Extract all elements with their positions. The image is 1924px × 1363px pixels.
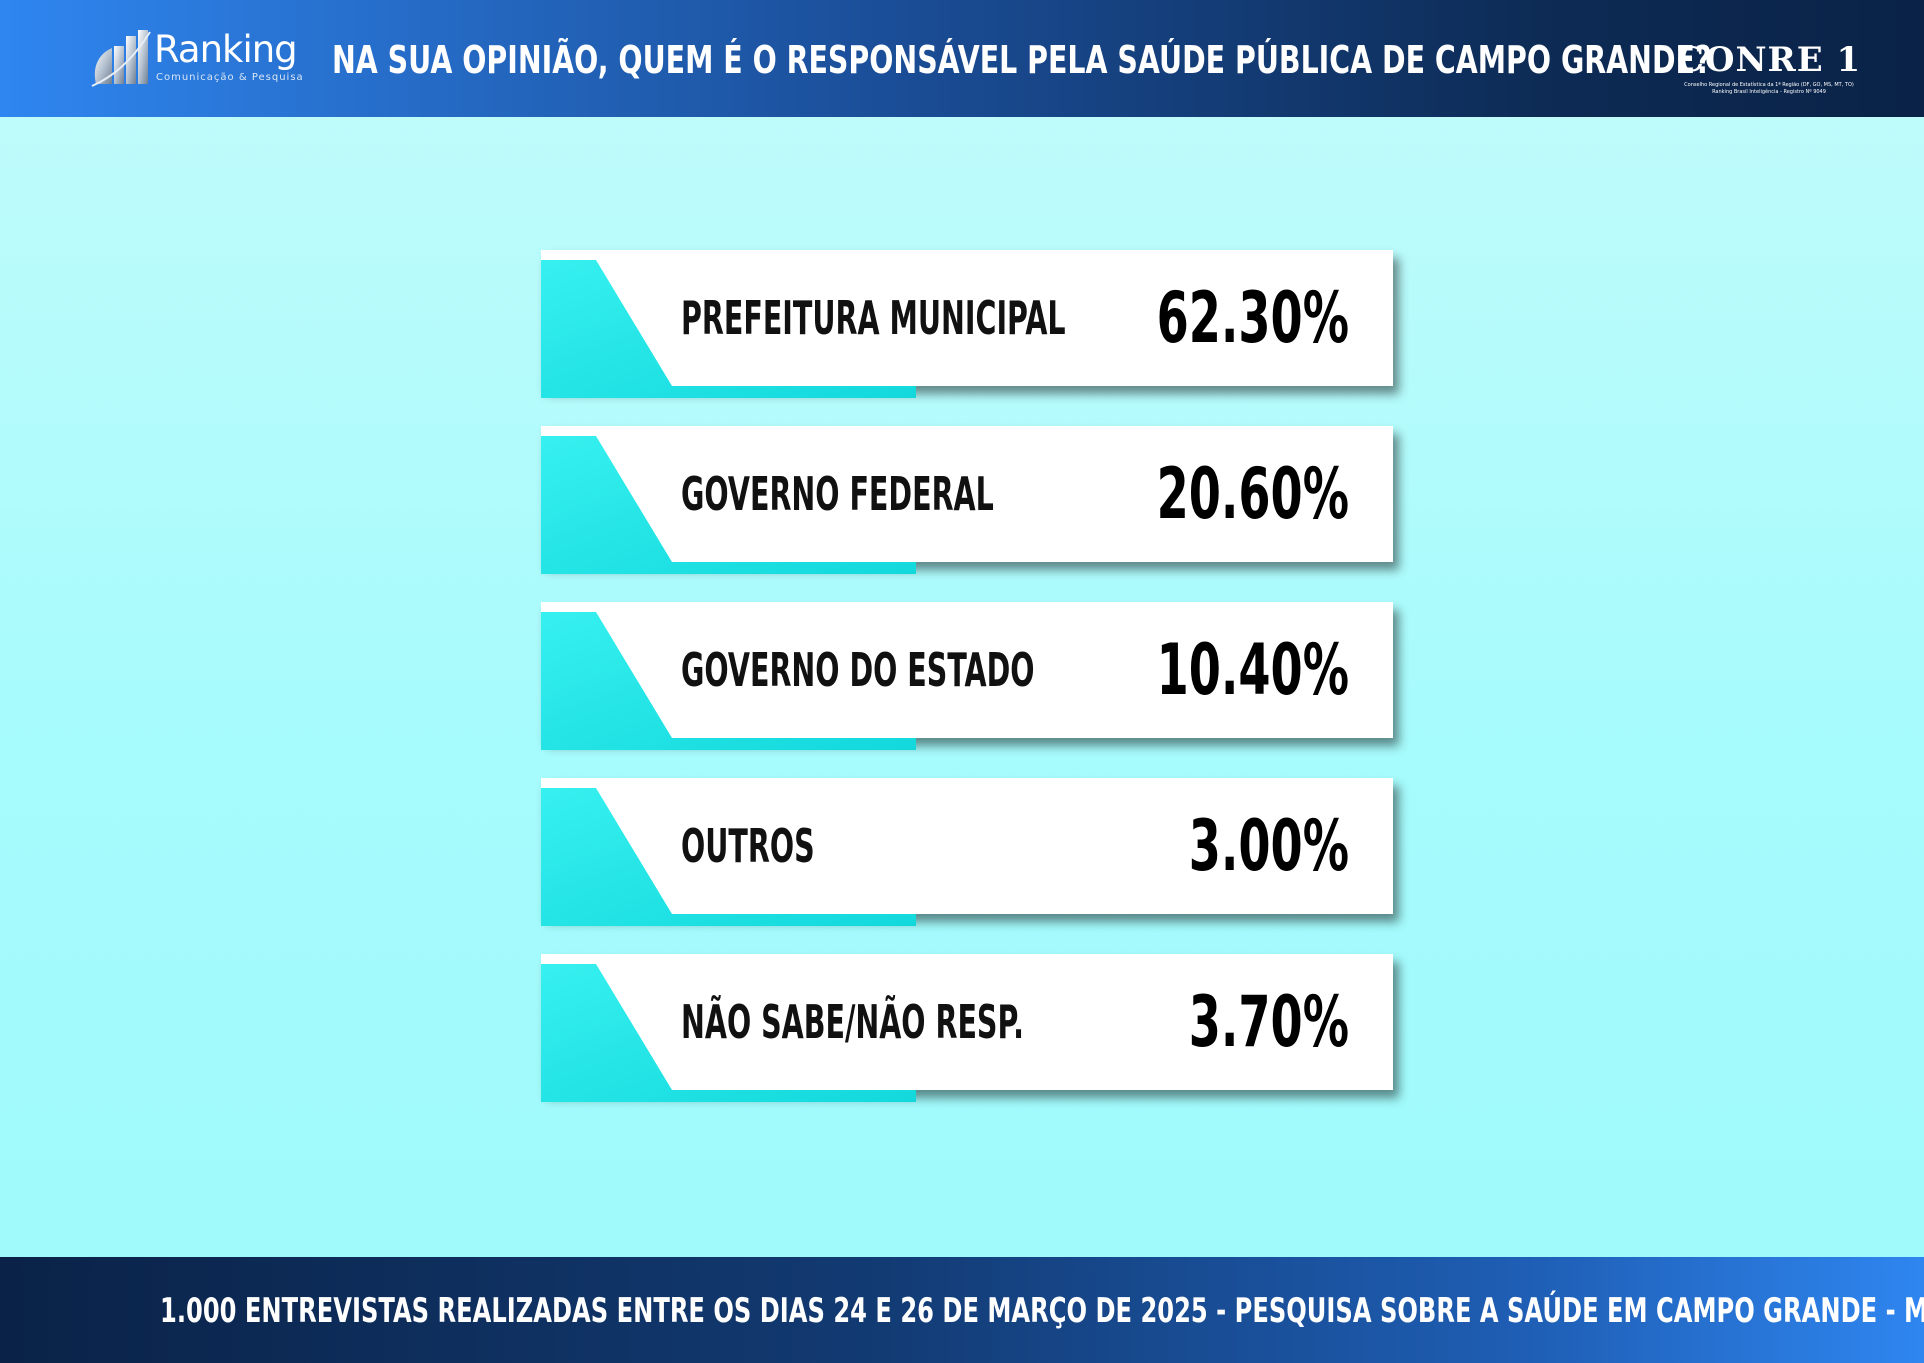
header-banner: Ranking Comunicação & Pesquisa NA SUA OP… xyxy=(0,0,1924,117)
bar-accent-tab xyxy=(541,436,916,574)
footnote: 1.000 ENTREVISTAS REALIZADAS ENTRE OS DI… xyxy=(160,1291,1924,1331)
bar-card-background xyxy=(541,250,1393,386)
category-label: NÃO SABE/NÃO RESP. xyxy=(681,995,1024,1049)
conre-subtitle-2: Ranking Brasil Inteligência - Registro N… xyxy=(1712,89,1826,95)
value-label: 20.60% xyxy=(1156,453,1349,535)
value-label: 3.70% xyxy=(1188,981,1349,1063)
bar-card-background xyxy=(541,778,1393,914)
ranking-logo-icon xyxy=(91,30,151,87)
bar-accent-tab xyxy=(541,612,916,750)
value-label: 10.40% xyxy=(1156,629,1349,711)
bar-card-background xyxy=(541,954,1393,1090)
footer-banner: 1.000 ENTREVISTAS REALIZADAS ENTRE OS DI… xyxy=(0,1257,1924,1363)
brand-subtitle: Comunicação & Pesquisa xyxy=(156,72,304,83)
bar-card xyxy=(541,778,1393,926)
ranking-logo: Ranking Comunicação & Pesquisa xyxy=(90,26,303,92)
bar-card xyxy=(541,954,1393,1102)
conre-name: CONRE 1 xyxy=(1676,40,1862,80)
conre-subtitle-1: Conselho Regional de Estatística da 1ª R… xyxy=(1684,82,1854,88)
category-label: GOVERNO FEDERAL xyxy=(681,467,994,521)
category-label: PREFEITURA MUNICIPAL xyxy=(681,291,1066,345)
bar-accent-tab xyxy=(541,788,916,926)
category-label: GOVERNO DO ESTADO xyxy=(681,643,1035,697)
bar-card-background xyxy=(541,426,1393,562)
bar-card xyxy=(541,250,1393,398)
bar-card xyxy=(541,602,1393,750)
bar-accent-tab xyxy=(541,964,916,1102)
category-label: OUTROS xyxy=(681,819,815,873)
value-label: 62.30% xyxy=(1156,277,1349,359)
brand-name: Ranking xyxy=(154,28,298,71)
bar-card-background xyxy=(541,602,1393,738)
value-label: 3.00% xyxy=(1188,805,1349,887)
conre-logo: CONRE 1 Conselho Regional de Estatística… xyxy=(1676,40,1862,100)
bar-accent-tab xyxy=(541,260,916,398)
bar-card xyxy=(541,426,1393,574)
